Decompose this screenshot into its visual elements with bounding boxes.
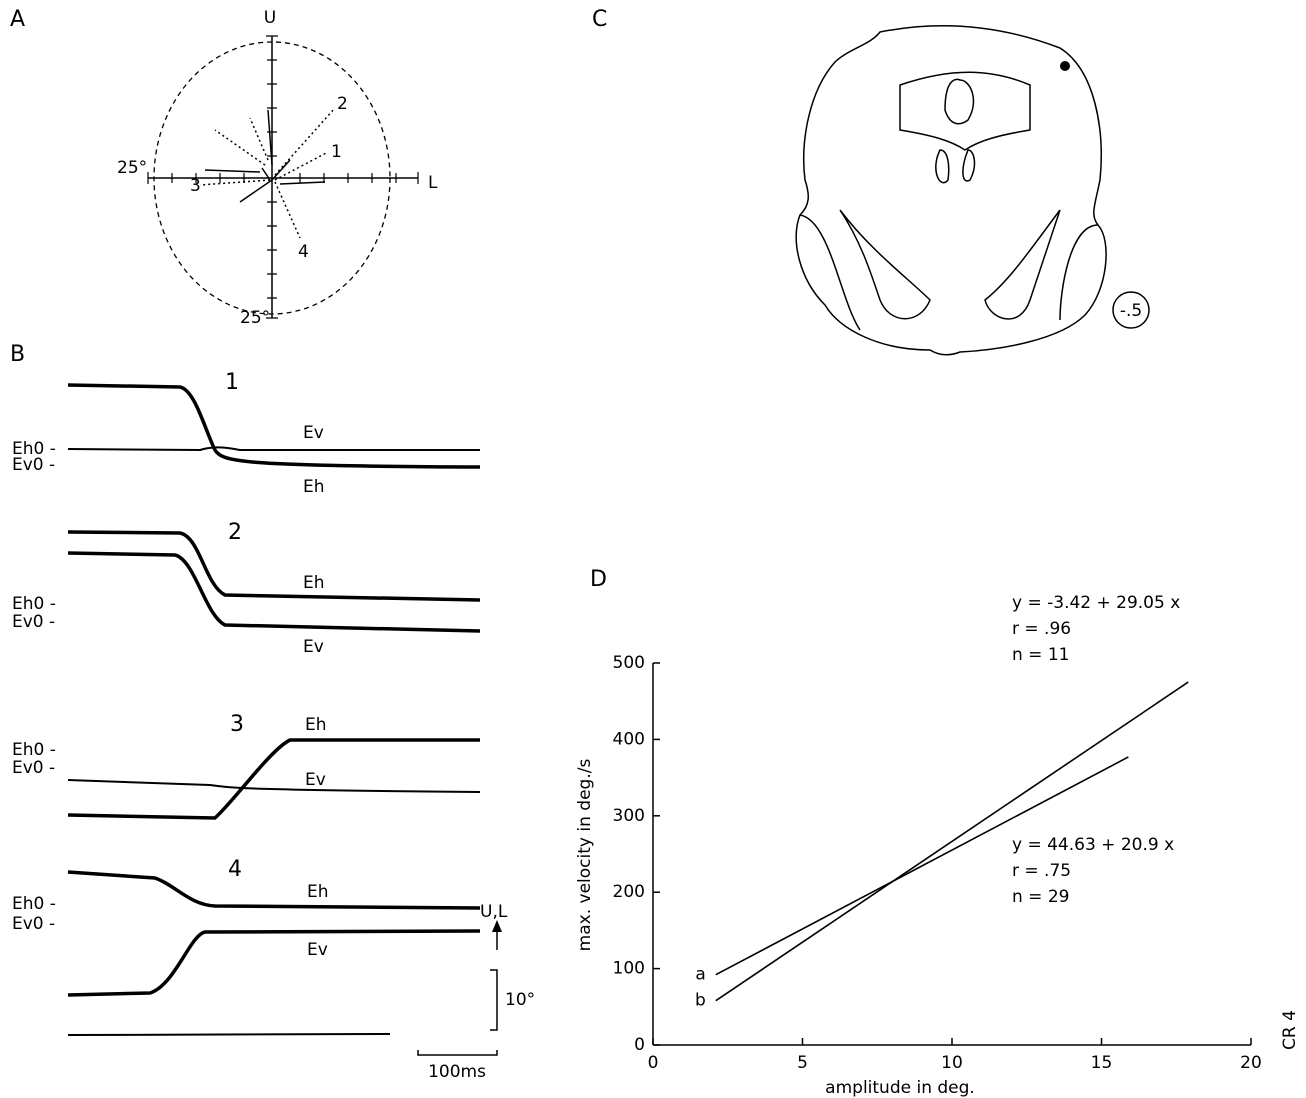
trace-label: Eh — [305, 715, 327, 735]
zero-label: Eh0 - — [12, 740, 56, 760]
trace-label: Ev — [303, 423, 324, 443]
axis-label: U — [264, 8, 276, 28]
eye-trace — [67, 383, 481, 469]
x-tick-label: 5 — [797, 1053, 808, 1073]
trace-label: Eh — [307, 882, 329, 902]
zero-label: Ev0 - — [12, 758, 55, 778]
panel-label: A — [10, 7, 25, 32]
x-tick-label: 0 — [648, 1053, 659, 1073]
trace-label: Eh — [303, 573, 325, 593]
trace-label: Ev — [307, 940, 328, 960]
annotation: r = .75 — [1012, 861, 1071, 881]
series-name: b — [695, 991, 706, 1011]
regression-line — [715, 756, 1129, 976]
annotation: r = .96 — [1012, 619, 1071, 639]
record-number: 2 — [228, 520, 242, 545]
y-tick-label: 0 — [634, 1035, 645, 1055]
level-label: -.5 — [1120, 301, 1142, 321]
eye-trace — [67, 929, 481, 997]
panel-label: C — [592, 7, 607, 32]
panel-d: D amplitude in deg. max. velocity in deg… — [575, 567, 1262, 1098]
scale-label: 25° — [240, 308, 270, 328]
axis-label: L — [428, 173, 438, 193]
saccade-traces — [204, 109, 326, 203]
panel-label: B — [10, 342, 25, 367]
regression-line — [715, 681, 1189, 1002]
panel-c: C -.5 — [592, 7, 1150, 356]
trace-number: 3 — [190, 176, 201, 196]
y-tick-label: 100 — [613, 959, 645, 979]
x-axis-label: amplitude in deg. — [825, 1078, 975, 1098]
record-number: 3 — [230, 712, 244, 737]
eye-trace — [67, 738, 480, 820]
level-marker — [1112, 291, 1150, 329]
section-outline — [795, 24, 1107, 356]
direction-label: U,L — [480, 902, 508, 922]
eye-trace — [67, 1033, 391, 1036]
annotation: y = 44.63 + 20.9 x — [1012, 835, 1174, 855]
x-tick-label: 10 — [941, 1053, 963, 1073]
trace-label: Eh — [303, 477, 325, 497]
annotation: y = -3.42 + 29.05 x — [1012, 593, 1180, 613]
record-number: 1 — [225, 370, 239, 395]
trace-number: 4 — [298, 242, 309, 262]
trace-label: Ev — [303, 637, 324, 657]
saccade-traces — [199, 107, 336, 239]
record-number: 4 — [228, 857, 242, 882]
scale-label: 100ms — [428, 1062, 486, 1082]
eye-trace — [67, 446, 480, 452]
panel-label: D — [590, 567, 607, 592]
y-tick-label: 200 — [613, 882, 645, 902]
zero-label: Eh0 - — [12, 439, 56, 459]
structures — [799, 209, 1099, 331]
eye-trace — [67, 779, 481, 793]
arrow — [492, 920, 502, 932]
y-tick-label: 400 — [613, 729, 645, 749]
scale-label: 25° — [117, 158, 147, 178]
eye-trace — [67, 530, 481, 602]
y-tick-label: 300 — [613, 806, 645, 826]
zero-label: Eh0 - — [12, 894, 56, 914]
recording-site — [1060, 61, 1070, 71]
zero-label: Eh0 - — [12, 594, 56, 614]
y-tick-label: 500 — [613, 653, 645, 673]
code: CR 4 — [1280, 1010, 1300, 1050]
eye-trace — [67, 870, 481, 910]
x-tick-label: 20 — [1240, 1053, 1262, 1073]
axis-ticks — [147, 35, 419, 319]
panel-a: A U L 25° 25° 1 2 3 4 — [10, 7, 438, 328]
trace-number: 1 — [331, 142, 342, 162]
zero-label: Ev0 - — [12, 455, 55, 475]
series-name: a — [695, 965, 705, 985]
trace-number: 2 — [337, 94, 348, 114]
zero-label: Ev0 - — [12, 612, 55, 632]
x-tick-label: 15 — [1091, 1053, 1113, 1073]
ventricle — [899, 71, 1031, 184]
annotation: n = 11 — [1012, 645, 1069, 665]
scale-bars — [417, 928, 498, 1056]
y-axis-label: max. velocity in deg./s — [575, 759, 595, 952]
scale-label: 10° — [505, 990, 535, 1010]
annotation: n = 29 — [1012, 887, 1069, 907]
eye-trace — [67, 551, 481, 633]
zero-label: Ev0 - — [12, 914, 55, 934]
trace-label: Ev — [305, 770, 326, 790]
